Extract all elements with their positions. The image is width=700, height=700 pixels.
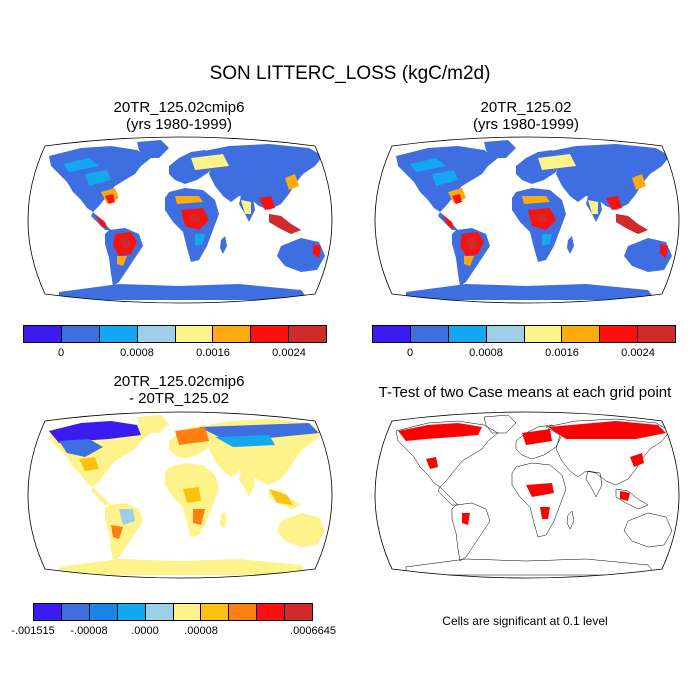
colorbar-swatch	[373, 326, 411, 342]
colorbar-case2	[372, 325, 676, 343]
colorbar-swatch	[34, 604, 62, 620]
map-difference	[19, 409, 341, 581]
colorbar-swatch	[117, 604, 146, 620]
map-case1	[19, 134, 341, 306]
colorbar-swatch	[24, 326, 62, 342]
colorbar-tick-label: 0.0024	[621, 347, 655, 359]
colorbar-tick-label: 0.0008	[469, 347, 503, 359]
colorbar-swatch	[486, 326, 525, 342]
colorbar-swatch	[638, 326, 675, 342]
colorbar-tick-label: 0.0016	[196, 347, 230, 359]
panel-3-title: 20TR_125.02cmip6 - 20TR_125.02	[113, 373, 245, 407]
colorbar-difference	[33, 603, 313, 621]
panel-1-title: 20TR_125.02cmip6 (yrs 1980-1999)	[113, 99, 245, 133]
colorbar-swatch	[600, 326, 639, 342]
colorbar-tick-label: 0	[57, 347, 65, 359]
colorbar-swatch	[251, 326, 290, 342]
map-case2	[366, 134, 688, 306]
colorbar-swatch	[61, 604, 90, 620]
colorbar-swatch	[289, 326, 326, 342]
colorbar-swatch	[99, 326, 138, 342]
ttest-significance-note: Cells are significant at 0.1 level	[442, 614, 608, 628]
colorbar-swatch	[285, 604, 313, 620]
map-ttest	[366, 409, 688, 581]
colorbar-swatch	[524, 326, 563, 342]
colorbar-case1	[23, 325, 327, 343]
colorbar-swatch	[201, 604, 230, 620]
colorbar-swatch	[410, 326, 449, 342]
colorbar-swatch	[137, 326, 176, 342]
colorbar-tick-label: .0006645	[290, 625, 336, 637]
colorbar-tick-label: 0.0016	[545, 347, 579, 359]
colorbar-swatch	[89, 604, 118, 620]
colorbar-tick-label: 0.0024	[272, 347, 306, 359]
panel-2-title: 20TR_125.02 (yrs 1980-1999)	[473, 99, 579, 133]
colorbar-tick-label: .0000	[131, 625, 159, 637]
colorbar-swatch	[175, 326, 214, 342]
colorbar-swatch	[448, 326, 487, 342]
colorbar-swatch	[145, 604, 174, 620]
colorbar-swatch	[213, 326, 252, 342]
colorbar-tick-label: 0	[406, 347, 414, 359]
colorbar-swatch	[61, 326, 100, 342]
panel-4-title: T-Test of two Case means at each grid po…	[378, 384, 672, 401]
colorbar-tick-label: -.001515	[11, 625, 55, 637]
colorbar-swatch	[257, 604, 286, 620]
colorbar-tick-label: .00008	[184, 625, 218, 637]
colorbar-swatch	[229, 604, 258, 620]
colorbar-tick-label: 0.0008	[120, 347, 154, 359]
figure-title: SON LITTERC_LOSS (kgC/m2d)	[209, 63, 491, 84]
colorbar-swatch	[562, 326, 601, 342]
colorbar-swatch	[173, 604, 202, 620]
colorbar-tick-label: -.00008	[70, 625, 108, 637]
